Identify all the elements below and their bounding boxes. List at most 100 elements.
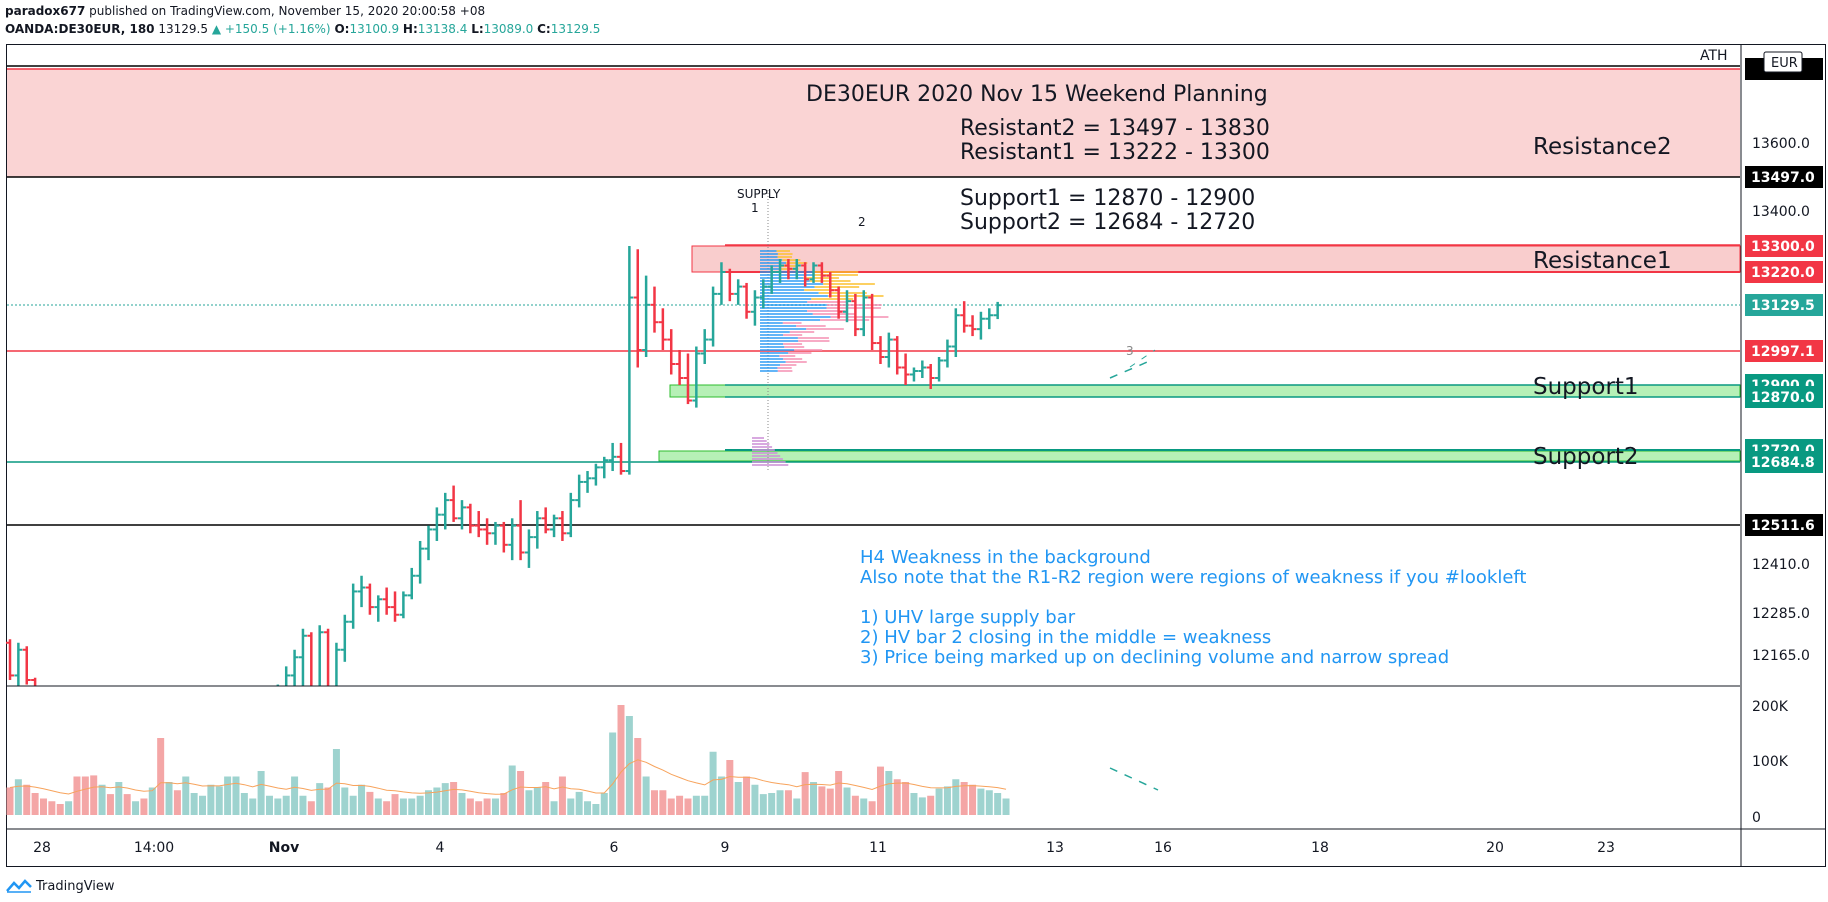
volume-bar[interactable] xyxy=(316,783,324,815)
volume-bar[interactable] xyxy=(65,801,73,815)
price-bar[interactable] xyxy=(374,595,383,622)
resistance1-zone[interactable] xyxy=(691,245,1741,273)
price-bar[interactable] xyxy=(457,500,466,530)
volume-bar[interactable] xyxy=(692,795,700,815)
volume-bar[interactable] xyxy=(366,791,374,815)
price-bar[interactable] xyxy=(550,514,559,538)
price-bar[interactable] xyxy=(893,336,902,375)
volume-bar[interactable] xyxy=(1002,798,1010,816)
price-bar[interactable] xyxy=(290,649,299,686)
volume-bar[interactable] xyxy=(835,771,843,815)
price-bar[interactable] xyxy=(474,511,483,538)
symbol-name[interactable]: OANDA:DE30EUR, 180 xyxy=(5,22,155,36)
volume-bar[interactable] xyxy=(600,793,608,815)
volume-bar[interactable] xyxy=(943,786,951,815)
price-bar[interactable] xyxy=(491,521,500,545)
volume-bar[interactable] xyxy=(123,794,131,815)
volume-bar[interactable] xyxy=(902,782,910,815)
volume-bar[interactable] xyxy=(994,793,1002,815)
volume-bar[interactable] xyxy=(215,786,223,815)
volume-bar[interactable] xyxy=(743,776,751,816)
price-bar[interactable] xyxy=(700,329,709,364)
price-bar[interactable] xyxy=(884,332,893,368)
price-bar[interactable] xyxy=(750,290,759,326)
volume-bar[interactable] xyxy=(106,794,114,815)
currency-badge[interactable] xyxy=(1763,51,1803,73)
volume-bar[interactable] xyxy=(751,784,759,815)
volume-bar[interactable] xyxy=(425,790,432,815)
price-bar[interactable] xyxy=(709,286,718,347)
volume-bar[interactable] xyxy=(517,771,525,815)
price-bar[interactable] xyxy=(976,311,985,340)
volume-bar[interactable] xyxy=(793,798,801,816)
price-bar[interactable] xyxy=(318,625,324,686)
price-bar[interactable] xyxy=(284,666,291,686)
volume-bar[interactable] xyxy=(734,782,742,815)
volume-bar[interactable] xyxy=(726,760,734,815)
volume-bar[interactable] xyxy=(265,795,273,815)
price-bar[interactable] xyxy=(801,262,810,287)
price-bar[interactable] xyxy=(742,282,751,319)
price-bar[interactable] xyxy=(868,293,877,350)
price-bar[interactable] xyxy=(817,262,826,283)
volume-bar[interactable] xyxy=(48,801,56,815)
volume-bar[interactable] xyxy=(533,787,541,816)
price-bar[interactable] xyxy=(918,360,927,378)
price-bar[interactable] xyxy=(784,259,793,280)
price-bar[interactable] xyxy=(968,315,977,337)
price-bar[interactable] xyxy=(951,308,960,357)
price-label-badge[interactable]: 12997.1 xyxy=(1745,340,1823,362)
volume-bar[interactable] xyxy=(140,798,148,816)
price-label-badge[interactable]: 12870.0 xyxy=(1745,386,1823,408)
price-bar[interactable] xyxy=(901,353,910,385)
volume-bar[interactable] xyxy=(676,795,684,815)
volume-bar[interactable] xyxy=(567,798,575,816)
volume-bar[interactable] xyxy=(876,766,884,815)
price-bar[interactable] xyxy=(851,293,860,337)
price-bar[interactable] xyxy=(575,474,584,508)
price-bar[interactable] xyxy=(725,268,734,302)
price-bar[interactable] xyxy=(734,279,743,305)
price-bar[interactable] xyxy=(298,628,307,686)
price-bar[interactable] xyxy=(324,628,330,686)
volume-bar[interactable] xyxy=(182,776,190,816)
price-bar[interactable] xyxy=(483,518,492,545)
volume-bar[interactable] xyxy=(550,801,558,815)
price-bar[interactable] xyxy=(792,259,801,280)
price-bar[interactable] xyxy=(365,583,374,615)
price-bar[interactable] xyxy=(340,614,349,662)
price-bar[interactable] xyxy=(960,301,969,333)
volume-bar[interactable] xyxy=(650,790,658,815)
price-bar[interactable] xyxy=(566,492,575,538)
volume-bar[interactable] xyxy=(240,793,248,815)
volume-bar[interactable] xyxy=(575,791,583,815)
volume-bar[interactable] xyxy=(617,705,625,815)
volume-bar[interactable] xyxy=(408,798,416,816)
volume-bar[interactable] xyxy=(868,801,876,815)
volume-bar[interactable] xyxy=(826,788,834,815)
author-name[interactable]: paradox677 xyxy=(5,4,86,18)
price-label-badge[interactable]: 13129.5 xyxy=(1745,294,1823,316)
volume-bar[interactable] xyxy=(843,787,851,816)
volume-bar[interactable] xyxy=(969,784,977,815)
volume-bar[interactable] xyxy=(433,787,441,816)
price-label-badge[interactable]: 13497.0 xyxy=(1745,166,1823,188)
price-bar[interactable] xyxy=(993,301,1002,320)
volume-bar[interactable] xyxy=(291,776,299,816)
volume-bar[interactable] xyxy=(157,738,165,815)
price-bar[interactable] xyxy=(14,642,23,686)
volume-bar[interactable] xyxy=(458,793,466,815)
price-bar[interactable] xyxy=(399,591,408,619)
price-bar[interactable] xyxy=(516,500,525,561)
volume-bar[interactable] xyxy=(558,776,566,816)
price-bar[interactable] xyxy=(449,485,458,522)
price-bar[interactable] xyxy=(683,353,692,405)
price-bar[interactable] xyxy=(407,567,416,600)
volume-bar[interactable] xyxy=(784,790,792,815)
volume-bar[interactable] xyxy=(625,716,633,815)
volume-bar[interactable] xyxy=(584,801,592,815)
price-bar[interactable] xyxy=(776,259,785,283)
volume-bar[interactable] xyxy=(701,795,709,815)
volume-bar[interactable] xyxy=(667,798,675,816)
price-bar[interactable] xyxy=(843,290,851,323)
